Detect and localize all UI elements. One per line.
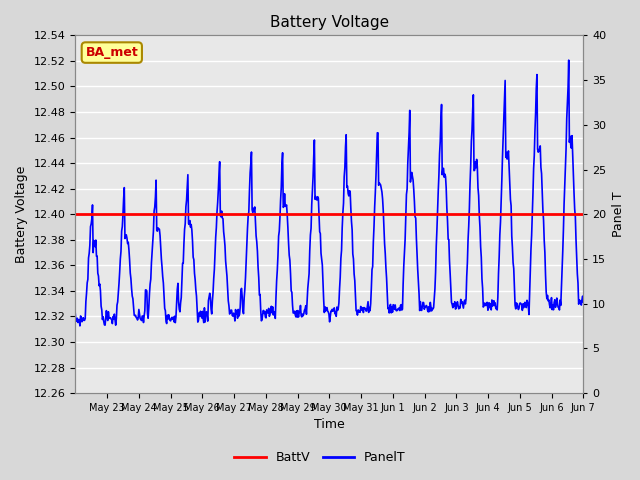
Title: Battery Voltage: Battery Voltage <box>269 15 389 30</box>
Y-axis label: Panel T: Panel T <box>612 192 625 237</box>
Text: BA_met: BA_met <box>85 46 138 59</box>
Y-axis label: Battery Voltage: Battery Voltage <box>15 166 28 263</box>
X-axis label: Time: Time <box>314 419 345 432</box>
Legend: BattV, PanelT: BattV, PanelT <box>229 446 411 469</box>
